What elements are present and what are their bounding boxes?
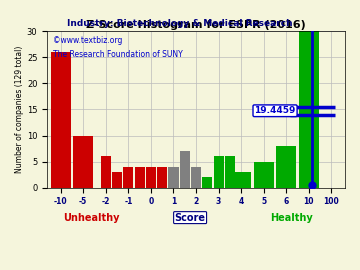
Bar [101,156,111,188]
Text: Industry: Biotechnology & Medical Research: Industry: Biotechnology & Medical Resear… [67,19,293,28]
Bar [253,162,274,188]
Bar [168,167,179,188]
Bar [73,136,93,188]
Bar [299,31,319,188]
Bar [135,167,145,188]
Bar [213,156,224,188]
Bar [50,52,71,188]
Bar [146,167,156,188]
Bar [276,146,297,188]
Bar [231,172,251,188]
Text: Unhealthy: Unhealthy [64,212,120,223]
Bar [180,151,190,188]
Bar [157,167,167,188]
Text: 19.4459: 19.4459 [255,106,296,115]
Bar [225,156,235,188]
Bar [191,167,201,188]
Y-axis label: Number of companies (129 total): Number of companies (129 total) [15,46,24,173]
Text: Score: Score [175,212,206,223]
Text: ©www.textbiz.org: ©www.textbiz.org [53,36,122,45]
Bar [112,172,122,188]
Text: Healthy: Healthy [270,212,313,223]
Bar [202,177,212,188]
Text: The Research Foundation of SUNY: The Research Foundation of SUNY [53,50,183,59]
Bar [123,167,134,188]
Title: Z-Score Histogram for ESPR (2016): Z-Score Histogram for ESPR (2016) [86,21,306,31]
